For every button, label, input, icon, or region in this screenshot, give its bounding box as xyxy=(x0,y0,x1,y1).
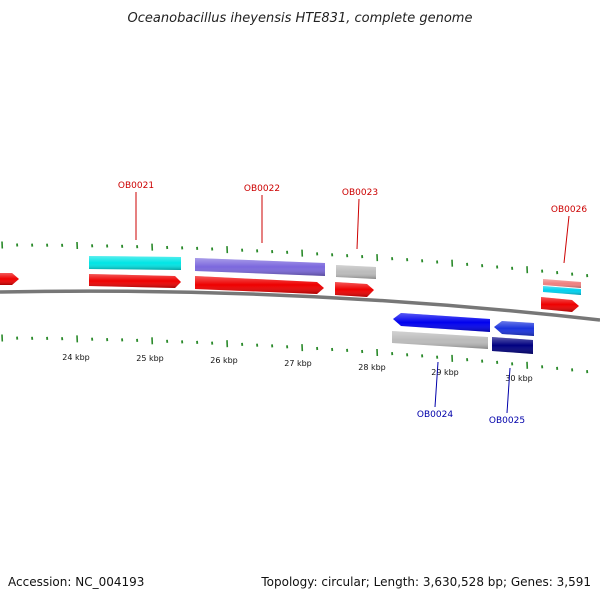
gene-label-ob0026: OB0026 xyxy=(551,205,587,215)
feature-ob0026-cds-shading xyxy=(541,297,579,312)
scale-labels: 24 kbp 25 kbp 26 kbp 27 kbp 28 kbp 29 kb… xyxy=(62,353,533,383)
leader-ob0024 xyxy=(434,361,439,408)
gene-label-ob0023: OB0023 xyxy=(342,188,378,198)
label-leader-lines xyxy=(135,192,570,414)
map-title: Oceanobacillus iheyensis HTE831, complet… xyxy=(128,11,473,26)
feature-ob0024-cds-shading xyxy=(393,313,490,332)
accession-text: Accession: NC_004193 xyxy=(8,575,144,589)
feature-ob0025-gene-shading xyxy=(492,337,533,354)
leader-ob0023 xyxy=(356,198,360,250)
scale-label-28kbp: 28 kbp xyxy=(358,363,386,372)
feature-ob0026-rrna-shading xyxy=(543,279,581,288)
gene-label-ob0024: OB0024 xyxy=(417,410,453,420)
feature-ob0025-cds-shading xyxy=(494,321,534,336)
feature-ob0022-cds-shading xyxy=(195,276,324,294)
scale-label-27kbp: 27 kbp xyxy=(284,359,312,368)
gene-label-ob0021: OB0021 xyxy=(118,181,154,191)
gene-labels: OB0021 OB0022 OB0023 OB0026 OB0024 OB002… xyxy=(118,181,587,426)
scale-label-30kbp: 30 kbp xyxy=(505,374,533,383)
leader-ob0026 xyxy=(563,215,570,264)
feature-ob0023-cds-shading xyxy=(335,282,374,297)
scale-label-26kbp: 26 kbp xyxy=(210,356,238,365)
outer-tick-ring xyxy=(1,241,589,278)
reverse-strand-features xyxy=(392,313,534,354)
gene-label-ob0022: OB0022 xyxy=(244,184,280,194)
scale-label-24kbp: 24 kbp xyxy=(62,353,90,362)
genome-summary-text: Topology: circular; Length: 3,630,528 bp… xyxy=(260,575,591,589)
scale-label-25kbp: 25 kbp xyxy=(136,354,164,363)
scale-label-29kbp: 29 kbp xyxy=(431,368,459,377)
forward-strand-features xyxy=(0,256,581,312)
feature-ob0024-gene-shading xyxy=(392,331,488,349)
inner-tick-ring xyxy=(1,334,589,374)
feature-ob0023-gene-shading xyxy=(336,265,376,279)
feature-ob0022-gene-shading xyxy=(195,258,325,276)
feature-ob0026-gene-shading xyxy=(543,286,581,295)
feature-ob0021-gene-shading xyxy=(89,256,181,270)
feature-ob0021-cds-shading xyxy=(89,274,181,288)
gene-label-ob0025: OB0025 xyxy=(489,416,525,426)
feature-cds-left-edge-shading xyxy=(0,273,19,285)
leader-ob0025 xyxy=(506,367,511,414)
genome-backbone xyxy=(0,289,600,322)
